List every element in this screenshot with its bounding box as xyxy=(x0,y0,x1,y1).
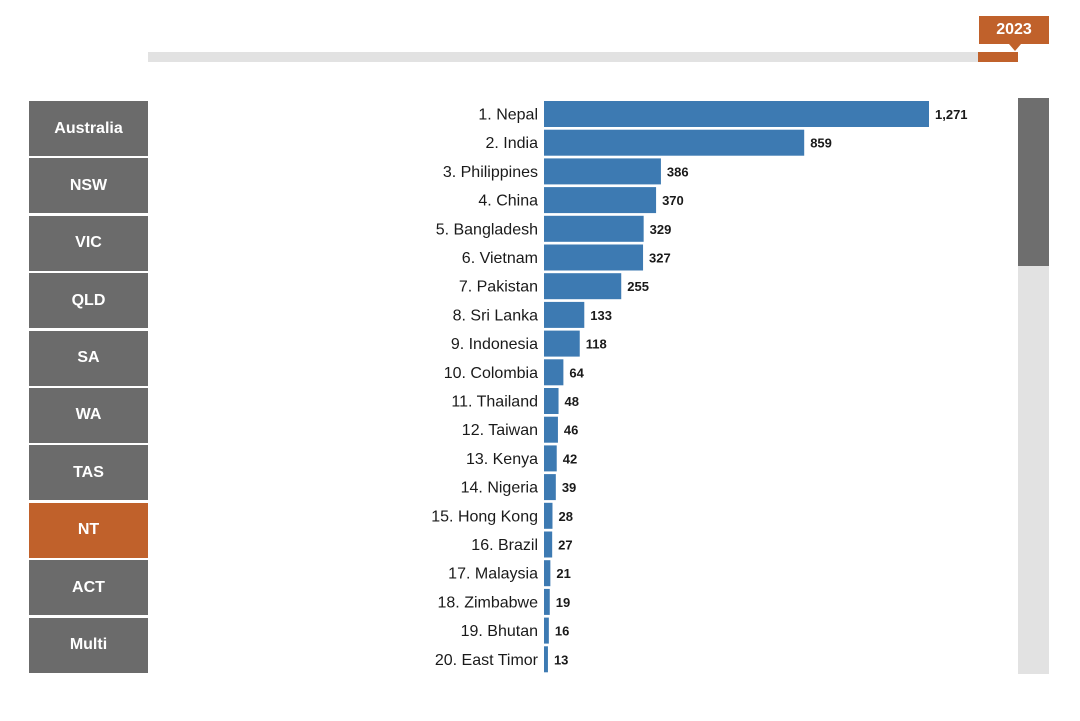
category-label: 16. Brazil xyxy=(471,537,538,554)
bar xyxy=(544,388,559,414)
category-label: 6. Vietnam xyxy=(462,250,538,267)
year-badge-pointer xyxy=(1009,44,1021,51)
region-button-wa[interactable]: WA xyxy=(29,387,148,443)
bar xyxy=(544,531,553,558)
value-label: 39 xyxy=(562,480,576,495)
bar xyxy=(544,359,564,386)
bar xyxy=(544,244,644,271)
category-label: 18. Zimbabwe xyxy=(438,594,539,611)
value-label: 118 xyxy=(586,337,607,352)
category-label: 10. Colombia xyxy=(444,365,538,382)
bar xyxy=(544,617,549,644)
bar xyxy=(544,187,657,214)
value-label: 13 xyxy=(554,652,568,667)
value-label: 370 xyxy=(662,193,684,208)
value-label: 1,271 xyxy=(935,107,968,122)
value-label: 255 xyxy=(627,279,649,294)
value-label: 859 xyxy=(810,136,832,151)
value-label: 329 xyxy=(650,222,672,237)
value-label: 48 xyxy=(565,394,579,409)
category-label: 3. Philippines xyxy=(443,164,538,181)
region-button-nt[interactable]: NT xyxy=(29,502,148,558)
bar xyxy=(544,445,557,472)
category-label: 8. Sri Lanka xyxy=(453,307,538,324)
region-button-multi[interactable]: Multi xyxy=(29,617,148,673)
category-label: 9. Indonesia xyxy=(451,336,538,353)
value-label: 42 xyxy=(563,451,577,466)
bar xyxy=(544,129,805,156)
category-label: 4. China xyxy=(478,193,538,210)
bar xyxy=(544,474,556,501)
region-button-sa[interactable]: SA xyxy=(29,330,148,386)
value-label: 21 xyxy=(556,566,570,581)
year-timeline-slider[interactable] xyxy=(148,52,1018,62)
category-label: 2. India xyxy=(486,135,539,152)
category-label: 7. Pakistan xyxy=(459,279,538,296)
bar xyxy=(544,273,622,300)
bar xyxy=(544,502,553,529)
value-label: 28 xyxy=(558,509,572,524)
category-label: 19. Bhutan xyxy=(461,623,538,640)
value-label: 386 xyxy=(667,164,689,179)
category-label: 14. Nigeria xyxy=(461,480,538,497)
value-label: 19 xyxy=(556,595,570,610)
bar xyxy=(544,560,551,587)
bar xyxy=(544,101,929,127)
category-label: 12. Taiwan xyxy=(462,422,538,439)
region-button-nsw[interactable]: NSW xyxy=(29,158,148,214)
region-button-vic[interactable]: VIC xyxy=(29,215,148,271)
category-label: 1. Nepal xyxy=(478,107,538,124)
category-label: 17. Malaysia xyxy=(448,566,538,583)
bar xyxy=(544,588,550,615)
scrollbar-track[interactable] xyxy=(1018,98,1049,674)
bar xyxy=(544,330,580,357)
scrollbar-thumb[interactable] xyxy=(1018,98,1049,266)
value-label: 64 xyxy=(569,365,584,380)
value-label: 46 xyxy=(564,423,578,438)
category-label: 11. Thailand xyxy=(451,394,538,411)
category-label: 5. Bangladesh xyxy=(436,221,538,238)
value-label: 327 xyxy=(649,251,671,266)
bar xyxy=(544,416,558,443)
region-button-tas[interactable]: TAS xyxy=(29,445,148,501)
bar xyxy=(544,215,644,242)
timeline-progress-fill xyxy=(978,52,1018,62)
value-label: 27 xyxy=(558,538,572,553)
region-button-australia[interactable]: Australia xyxy=(29,101,148,156)
category-label: 15. Hong Kong xyxy=(431,508,538,525)
value-label: 133 xyxy=(590,308,612,323)
region-button-qld[interactable]: QLD xyxy=(29,273,148,329)
region-selector: Australia NSW VIC QLD SA WA TAS NT ACT Multi xyxy=(29,101,148,675)
region-button-act[interactable]: ACT xyxy=(29,560,148,616)
category-label: 13. Kenya xyxy=(466,451,538,468)
bar xyxy=(544,301,585,328)
bar xyxy=(544,158,661,185)
selected-year-badge[interactable]: 2023 xyxy=(979,16,1049,44)
value-label: 16 xyxy=(555,624,569,639)
category-label: 20. East Timor xyxy=(435,652,539,669)
bar xyxy=(544,646,548,673)
